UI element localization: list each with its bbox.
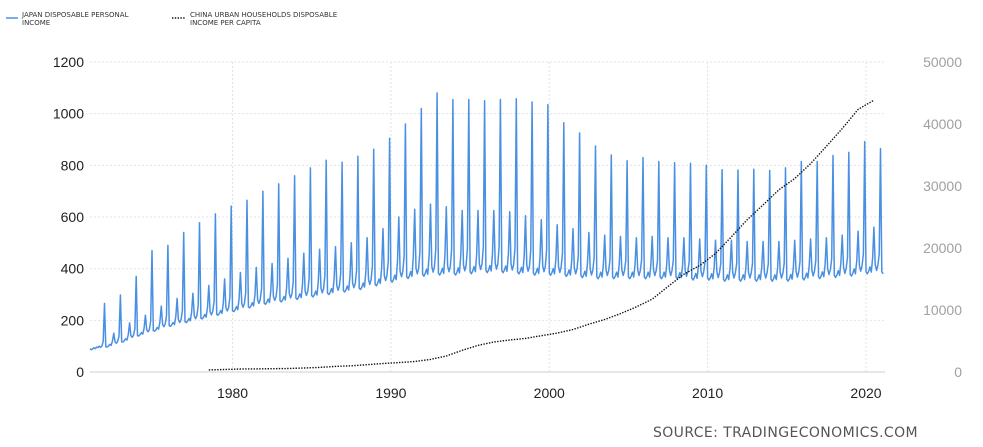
y-tick-right-label: 40000 [923,116,962,132]
legend-label-japan-line1: JAPAN DISPOSABLE PERSONAL [21,11,129,19]
x-tick-label: 1980 [217,385,248,401]
y-tick-left-label: 400 [61,261,85,277]
y-tick-right-label: 10000 [923,302,962,318]
x-tick-label: 2020 [850,385,881,401]
legend: JAPAN DISPOSABLE PERSONAL INCOME CHINA U… [6,11,339,27]
y-tick-left-label: 1200 [53,54,84,70]
y-tick-left-label: 200 [61,312,85,328]
y-axis-left: 0 200 400 600 800 1000 1200 [53,54,84,380]
legend-label-japan: JAPAN DISPOSABLE PERSONAL INCOME [21,11,131,27]
series-line-china [208,99,875,371]
x-tick-label: 2000 [534,385,565,401]
x-axis: 1980 1990 2000 2010 2020 [217,385,882,401]
y-tick-left-label: 600 [61,209,85,225]
series-line-japan [89,92,884,351]
x-tick-label: 2010 [692,385,723,401]
legend-item-china[interactable]: CHINA URBAN HOUSEHOLDS DISPOSABLE INCOME… [172,11,339,27]
y-tick-left-label: 0 [76,364,84,380]
y-tick-left-label: 800 [61,157,85,173]
x-tick-label: 1990 [375,385,406,401]
legend-label-china-line2: INCOME PER CAPITA [190,19,261,27]
source-label: SOURCE: TRADINGECONOMICS.COM [653,425,918,441]
legend-item-japan[interactable]: JAPAN DISPOSABLE PERSONAL INCOME [6,11,131,27]
y-tick-left-label: 1000 [53,106,84,122]
y-tick-right-label: 50000 [923,54,962,70]
legend-label-japan-line2: INCOME [22,19,50,27]
gridlines [90,61,885,373]
y-axis-right: 0 10000 20000 30000 40000 50000 [923,54,962,380]
legend-label-china: CHINA URBAN HOUSEHOLDS DISPOSABLE INCOME… [190,11,339,27]
series-layer [89,92,884,371]
y-tick-right-label: 0 [954,364,962,380]
y-tick-right-label: 20000 [923,240,962,256]
legend-label-china-line1: CHINA URBAN HOUSEHOLDS DISPOSABLE [190,11,337,19]
y-tick-right-label: 30000 [923,178,962,194]
